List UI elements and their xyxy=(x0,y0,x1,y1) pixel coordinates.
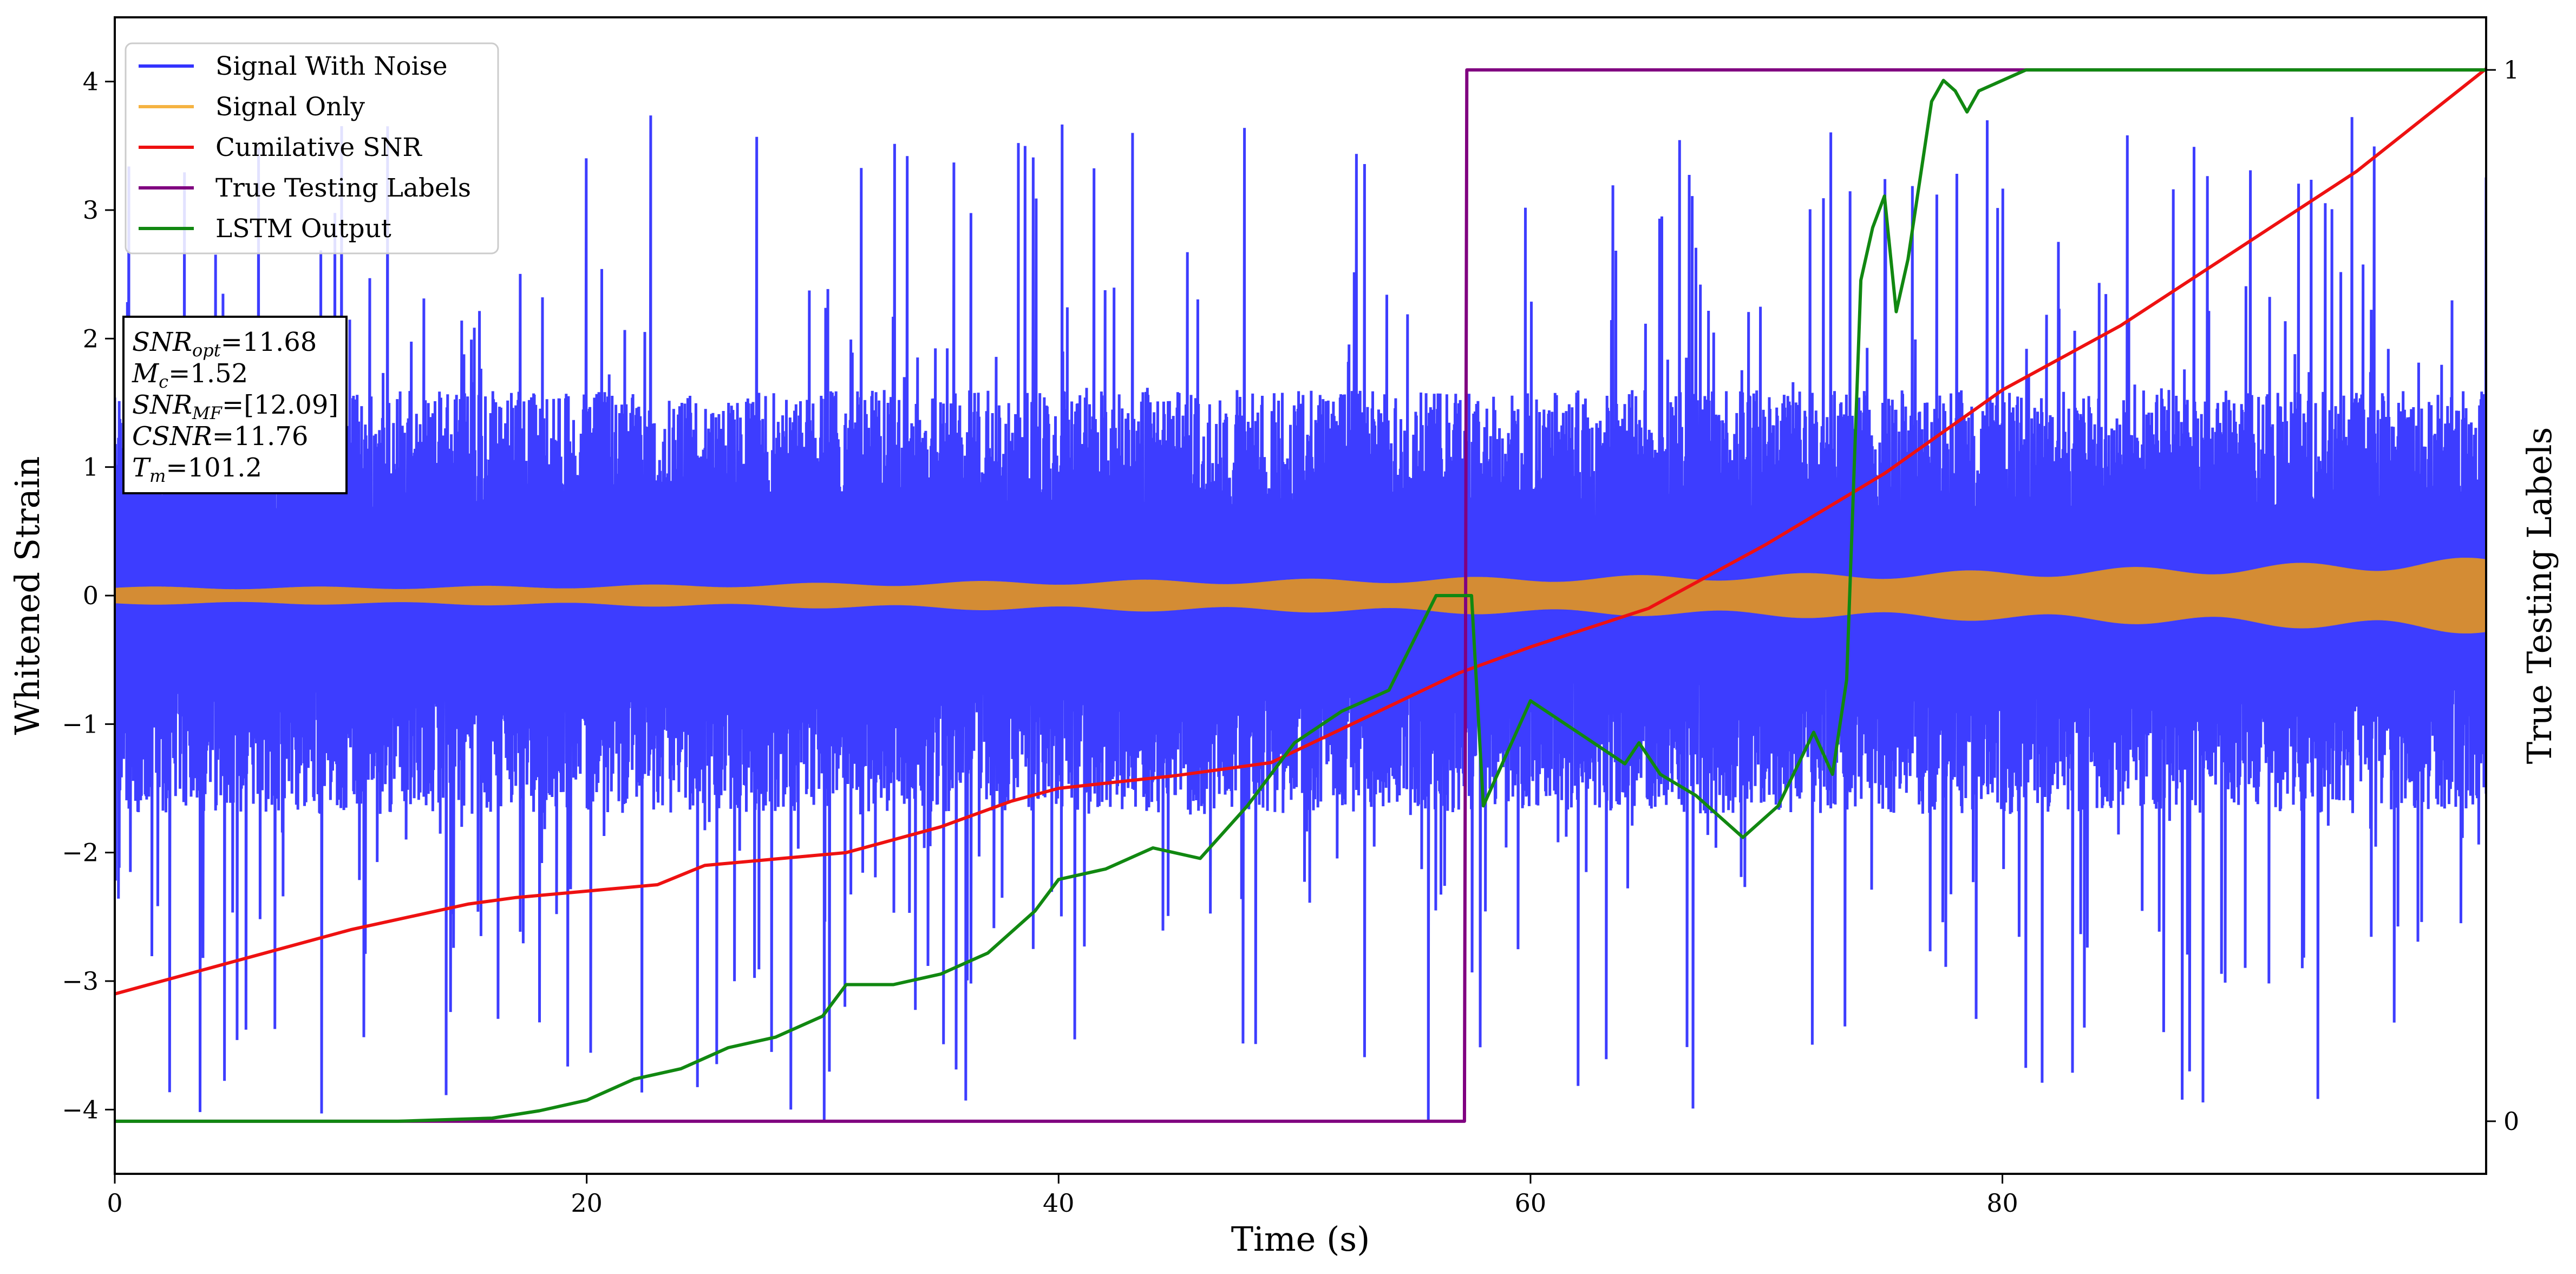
legend-box xyxy=(125,42,499,254)
annotation-line: SNRMF=[12.09] xyxy=(132,390,338,423)
legend-label: True Testing Labels xyxy=(215,173,471,203)
y-tick-label: 4 xyxy=(83,67,99,96)
annotation-line: SNRopt=11.68 xyxy=(132,327,317,361)
annotation-line: Mc=1.52 xyxy=(132,358,248,392)
y-axis: −4 −3 −2 −1 0 1 2 3 4 xyxy=(62,67,115,1124)
annotation-box: SNRopt=11.68Mc=1.52SNRMF=[12.09]CSNR=11.… xyxy=(122,316,348,494)
annotation-line: Tm=101.2 xyxy=(132,453,262,486)
y-tick-label: 3 xyxy=(83,195,99,225)
y-axis-label: Whitened Strain xyxy=(8,456,47,735)
legend-label: Signal Only xyxy=(215,92,365,122)
series-lstm-output xyxy=(115,68,2486,1123)
x-tick-label: 0 xyxy=(107,1188,122,1218)
y-tick-label: −4 xyxy=(62,1095,99,1124)
annotation-frame xyxy=(122,316,348,494)
y2-tick-label: 1 xyxy=(2503,55,2519,84)
y-tick-label: −3 xyxy=(62,966,99,996)
x-tick-label: 20 xyxy=(571,1188,603,1218)
legend-label: Signal With Noise xyxy=(215,51,448,81)
x-axis: 0 20 40 60 80 xyxy=(107,1174,2018,1218)
y2-tick-label: 0 xyxy=(2503,1107,2519,1136)
legend-label: Cumilative SNR xyxy=(215,133,422,162)
x-tick-label: 40 xyxy=(1043,1188,1075,1218)
annotation-line: CSNR=11.76 xyxy=(132,421,308,452)
y-tick-label: 1 xyxy=(83,453,99,482)
y-tick-label: 0 xyxy=(83,581,99,610)
y-tick-label: 2 xyxy=(83,324,99,353)
series-signal-only xyxy=(115,558,2486,633)
series-layer xyxy=(115,67,2486,1123)
series-cumilative-snr xyxy=(115,67,2486,996)
legend: Signal With Noise Signal Only Cumilative S… xyxy=(125,42,499,254)
legend-label: LSTM Output xyxy=(215,214,391,244)
y2-axis: 01 xyxy=(2486,55,2519,1136)
y-tick-label: −2 xyxy=(62,838,99,867)
x-tick-label: 80 xyxy=(1986,1188,2018,1218)
y-tick-label: −1 xyxy=(62,709,99,739)
x-tick-label: 60 xyxy=(1515,1188,1547,1218)
x-axis-label: Time (s) xyxy=(1231,1219,1370,1259)
y2-axis-label: True Testing Labels xyxy=(2520,427,2559,765)
